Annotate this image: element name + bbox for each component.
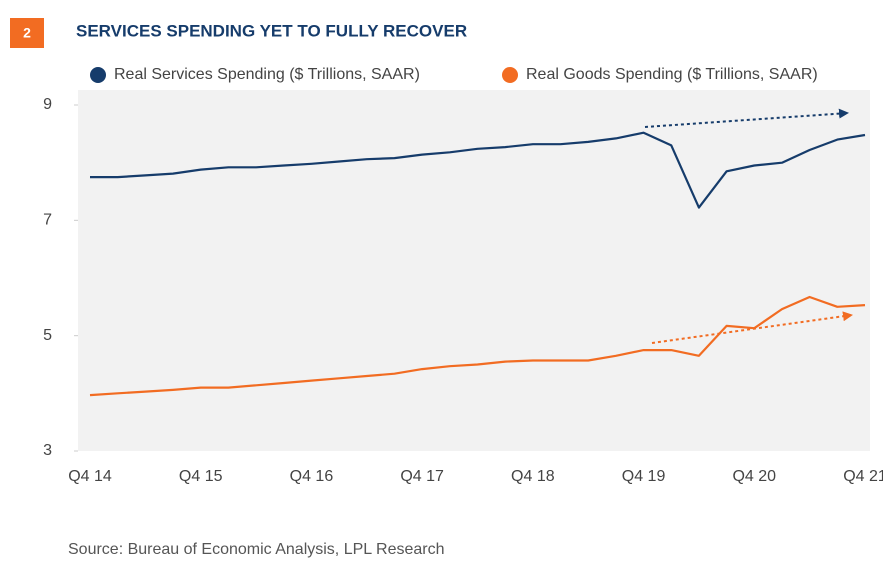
x-tick-label: Q4 17 xyxy=(400,468,444,485)
x-tick-label: Q4 15 xyxy=(179,468,223,485)
chart-title: SERVICES SPENDING YET TO FULLY RECOVER xyxy=(76,21,467,40)
legend-label: Real Goods Spending ($ Trillions, SAAR) xyxy=(526,66,818,83)
x-tick-label: Q4 18 xyxy=(511,468,555,485)
legend-swatch xyxy=(502,67,518,83)
legend-swatch xyxy=(90,67,106,83)
trend-arrow xyxy=(651,311,853,344)
legend-label: Real Services Spending ($ Trillions, SAA… xyxy=(114,66,420,83)
x-tick-label: Q4 19 xyxy=(622,468,666,485)
x-tick-label: Q4 14 xyxy=(68,468,112,485)
series-line xyxy=(89,295,866,397)
y-tick-label: 5 xyxy=(43,327,52,344)
badge: 2 xyxy=(23,25,31,41)
series-line xyxy=(90,131,866,209)
x-tick-label: Q4 21 xyxy=(843,468,883,485)
source: Source: Bureau of Economic Analysis, LPL… xyxy=(68,541,445,558)
x-tick-label: Q4 20 xyxy=(732,468,776,485)
trend-arrow xyxy=(644,108,849,128)
x-tick-label: Q4 16 xyxy=(290,468,334,485)
plot-area xyxy=(78,90,870,451)
y-tick-label: 3 xyxy=(43,442,52,459)
badge-box xyxy=(10,18,44,48)
y-tick-label: 9 xyxy=(43,96,52,113)
y-tick-label: 7 xyxy=(43,212,52,229)
